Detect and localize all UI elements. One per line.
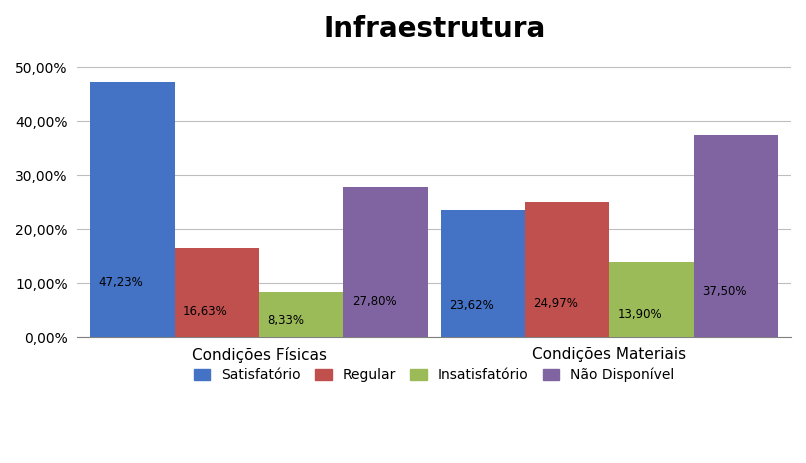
Title: Infraestrutura: Infraestrutura — [323, 15, 546, 43]
Text: 23,62%: 23,62% — [449, 299, 494, 312]
Text: 37,50%: 37,50% — [702, 285, 746, 298]
Text: 47,23%: 47,23% — [99, 276, 143, 289]
Text: 24,97%: 24,97% — [534, 297, 579, 310]
Text: 8,33%: 8,33% — [268, 313, 305, 326]
Text: 16,63%: 16,63% — [183, 306, 228, 319]
Bar — [694, 135, 778, 338]
Bar — [175, 248, 259, 338]
Text: 13,90%: 13,90% — [617, 308, 663, 321]
Bar — [609, 262, 694, 338]
Legend: Satisfatório, Regular, Insatisfatório, Não Disponível: Satisfatório, Regular, Insatisfatório, N… — [189, 364, 679, 387]
Bar — [343, 187, 428, 338]
Bar — [259, 292, 343, 338]
Bar — [525, 202, 609, 338]
Bar — [90, 82, 175, 338]
Bar — [441, 210, 525, 338]
Text: 27,80%: 27,80% — [351, 294, 397, 307]
